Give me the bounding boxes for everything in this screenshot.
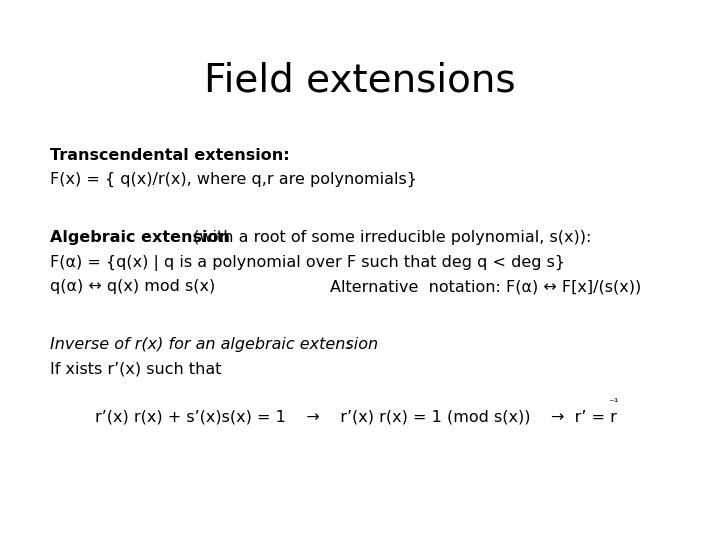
- Text: Algebraic extension: Algebraic extension: [50, 230, 230, 245]
- Text: Field extensions: Field extensions: [204, 62, 516, 100]
- Text: If xists r’(x) such that: If xists r’(x) such that: [50, 361, 222, 376]
- Text: ⁻¹: ⁻¹: [608, 398, 618, 408]
- Text: q(α) ↔ q(x) mod s(x): q(α) ↔ q(x) mod s(x): [50, 279, 215, 294]
- Text: F(α) = {q(x) | q is a polynomial over F such that deg q < deg s}: F(α) = {q(x) | q is a polynomial over F …: [50, 255, 565, 271]
- Text: r’(x) r(x) + s’(x)s(x) = 1    →    r’(x) r(x) = 1 (mod s(x))    →  r’ = r: r’(x) r(x) + s’(x)s(x) = 1 → r’(x) r(x) …: [95, 410, 617, 425]
- Text: (with a root of some irreducible polynomial, s(x)):: (with a root of some irreducible polynom…: [188, 230, 591, 245]
- Text: Inverse of r(x) for an algebraic extension: Inverse of r(x) for an algebraic extensi…: [50, 337, 378, 352]
- Text: F(x) = { q(x)/r(x), where q,r are polynomials}: F(x) = { q(x)/r(x), where q,r are polyno…: [50, 172, 417, 187]
- Text: Transcendental extension:: Transcendental extension:: [50, 148, 289, 163]
- Text: Alternative  notation: F(α) ↔ F[x]/(s(x)): Alternative notation: F(α) ↔ F[x]/(s(x)): [330, 279, 642, 294]
- Text: :: :: [345, 337, 351, 352]
